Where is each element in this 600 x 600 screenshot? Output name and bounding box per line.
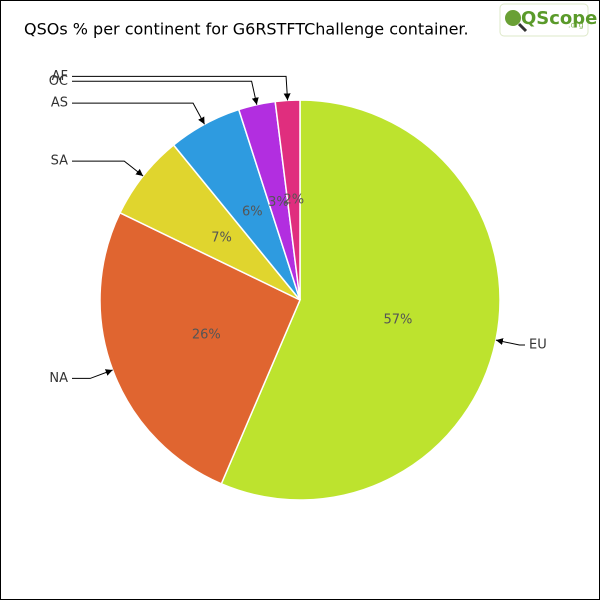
logo-handle [517,22,528,33]
leader-line [72,369,113,379]
logo: QScope .org [499,3,597,37]
logo-icon [505,10,521,26]
category-label: NA [49,371,68,386]
category-label: AS [51,96,68,111]
leader-line [72,102,205,125]
value-label: 57% [384,313,413,328]
value-label: 26% [192,328,221,343]
category-label: OC [49,74,68,89]
pie-slice [220,99,501,501]
category-label: AF [52,69,68,84]
category-label: SA [51,154,68,169]
value-label: 7% [211,230,232,245]
category-label: EU [529,337,547,352]
value-label: 3% [268,195,289,210]
leader-line [495,338,525,346]
value-label: 2% [283,193,304,208]
leader-line [72,160,144,177]
leader-line [72,75,291,101]
leader-line [72,80,259,105]
logo-suffix: .org [568,21,584,30]
logo-text: QScope [521,8,597,29]
chart-title: QSOs % per continent for G6RSTFTChalleng… [24,20,469,39]
value-label: 6% [242,205,263,220]
